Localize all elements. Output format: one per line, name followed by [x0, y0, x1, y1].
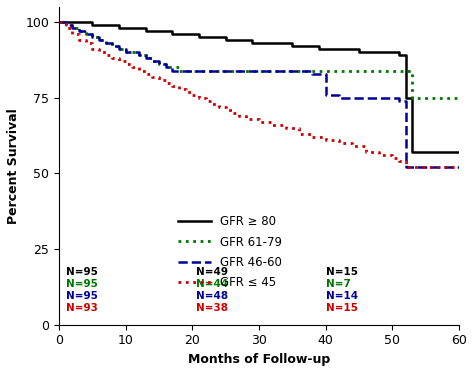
Text: N=95: N=95 [66, 267, 98, 277]
Text: N=49: N=49 [196, 267, 228, 277]
Text: N=15: N=15 [326, 303, 358, 313]
Y-axis label: Percent Survival: Percent Survival [7, 108, 20, 224]
Text: N=95: N=95 [66, 279, 98, 289]
Text: N=15: N=15 [326, 267, 358, 277]
Text: N=48: N=48 [196, 291, 228, 301]
Text: N=14: N=14 [326, 291, 358, 301]
Text: N=44: N=44 [196, 279, 228, 289]
Text: N=38: N=38 [196, 303, 228, 313]
X-axis label: Months of Follow-up: Months of Follow-up [188, 353, 330, 366]
Legend: GFR ≥ 80, GFR 61-79, GFR 46-60, GFR ≤ 45: GFR ≥ 80, GFR 61-79, GFR 46-60, GFR ≤ 45 [173, 211, 287, 294]
Text: N=7: N=7 [326, 279, 351, 289]
Text: N=93: N=93 [66, 303, 98, 313]
Text: N=95: N=95 [66, 291, 98, 301]
